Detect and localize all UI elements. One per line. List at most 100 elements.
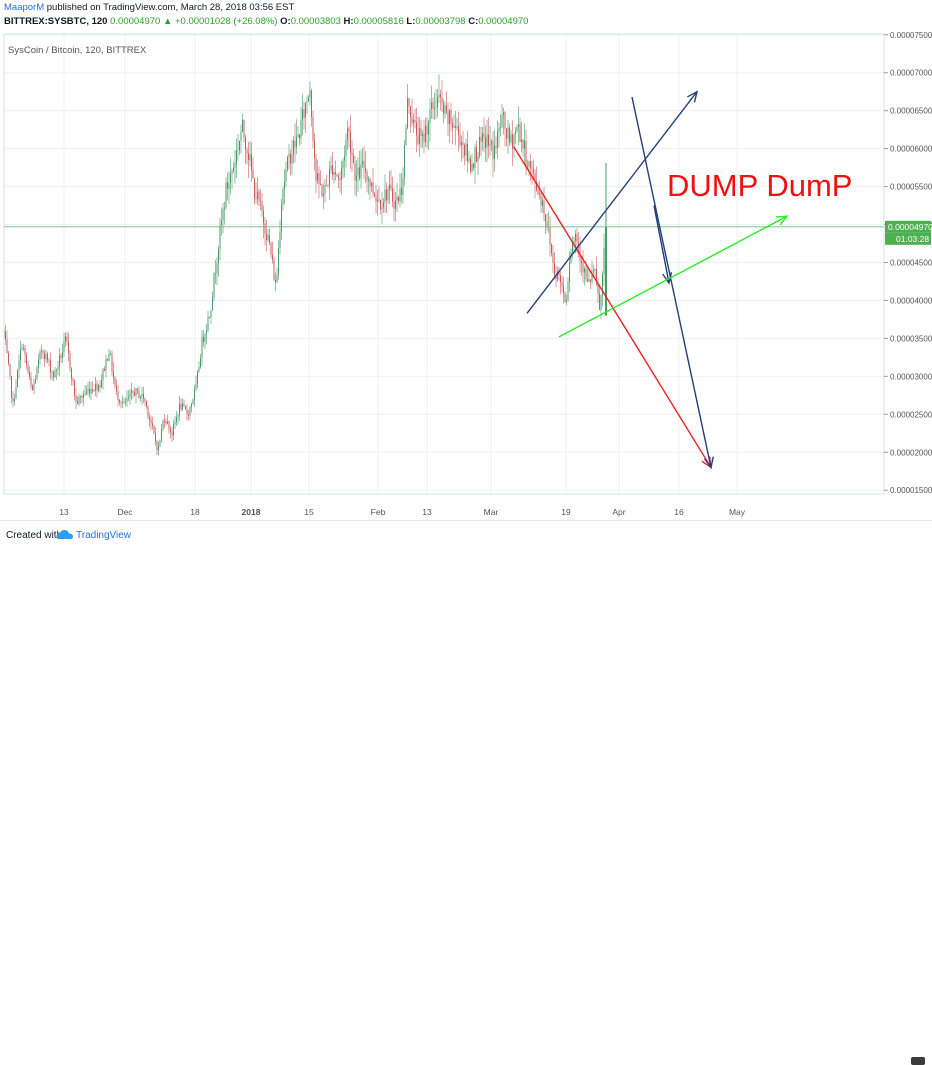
candle-body (87, 388, 89, 391)
candle-body (201, 336, 203, 359)
candle-body (296, 136, 297, 148)
author-link[interactable]: MaaporM (4, 2, 45, 13)
candle-body (240, 131, 242, 141)
candle-body (206, 330, 207, 335)
price-axis[interactable]: 0.00001500 0.00002000 0.00002500 0.00003000… (884, 31, 932, 495)
candle-body (314, 140, 315, 159)
candle-body (21, 347, 23, 350)
red-trend-arrow[interactable] (513, 146, 712, 468)
candle-body (569, 262, 570, 282)
candle-body (362, 160, 363, 165)
tradingview-brand[interactable]: TradingView (76, 530, 132, 541)
candle-body (194, 389, 195, 400)
candle-body (297, 134, 299, 137)
price-chart[interactable]: SysCoin / Bitcoin, 120, BITTREX DUMP Dum… (0, 0, 932, 520)
green-trend-arrow[interactable] (558, 215, 788, 338)
plot-frame (3, 33, 885, 495)
candle-body (545, 214, 546, 222)
candle-body (291, 154, 293, 164)
candle-body (585, 268, 587, 279)
candle-body (494, 146, 495, 160)
candle-body (302, 109, 303, 120)
candle-body (443, 103, 444, 114)
candle-body (522, 139, 524, 149)
candle-body (9, 363, 11, 377)
candle-body (365, 167, 366, 172)
candles-layer (4, 74, 607, 456)
candle-body (29, 371, 30, 377)
y-tick-label: 0.00004500 (890, 258, 932, 267)
candle-body (567, 281, 569, 302)
candle-body (212, 297, 213, 311)
candle-body (8, 353, 9, 364)
candle-body (450, 110, 452, 124)
candle-body (279, 231, 281, 249)
candle-body (36, 367, 38, 380)
x-tick-label: Feb (371, 507, 386, 517)
candle-body (564, 292, 566, 302)
navy-up-arrow[interactable] (526, 91, 698, 314)
candle-body (342, 160, 344, 168)
candle-body (222, 208, 224, 221)
low-value: 0.00003798 (415, 16, 466, 27)
candle-body (135, 388, 137, 396)
candle-body (539, 193, 540, 195)
last-candle-body (605, 226, 607, 316)
candle-body (423, 133, 425, 143)
candle-body (353, 155, 354, 164)
candle-body (114, 377, 116, 386)
candle-body (11, 376, 12, 398)
candle-body (387, 189, 389, 201)
candle-body (230, 173, 231, 183)
candle-body (590, 279, 591, 282)
candle-body (66, 336, 68, 342)
candle-body (324, 185, 326, 194)
candle-body (86, 390, 87, 394)
candle-body (111, 353, 113, 372)
candle-body (167, 421, 168, 424)
dump-annotation: DUMP DumP (667, 168, 852, 203)
scroll-handle[interactable] (911, 1057, 925, 1065)
candle-body (446, 105, 447, 112)
candle-body (555, 275, 557, 280)
candle-body (285, 169, 287, 182)
candle-body (593, 270, 594, 272)
candle-body (150, 419, 152, 424)
chart-grid (4, 34, 884, 494)
x-tick-label: 15 (304, 507, 314, 517)
navy-cross-arrow[interactable] (653, 205, 670, 284)
candle-body (173, 424, 174, 436)
candle-body (15, 387, 17, 399)
candle-body (371, 182, 372, 187)
candle-body (81, 396, 83, 398)
candle-body (51, 372, 53, 373)
candle-body (312, 116, 314, 141)
candle-body (476, 147, 477, 162)
candle-body (176, 417, 177, 423)
candle-body (77, 401, 78, 404)
time-axis[interactable]: 13 Dec 18 2018 15 Feb 13 Mar 19 Apr 16 May (59, 507, 746, 517)
candle-body (554, 262, 555, 276)
candle-body (17, 370, 18, 388)
drawings-layer[interactable] (513, 90, 789, 470)
candle-body (305, 102, 306, 118)
candle-body (128, 397, 129, 399)
candle-body (38, 359, 39, 368)
candle-body (350, 131, 351, 153)
navy-cross-arrow-head (662, 272, 673, 285)
candle-body (500, 127, 501, 129)
candle-body (180, 403, 182, 410)
candle-body (488, 134, 489, 146)
candle-body (573, 240, 575, 244)
open-value: 0.00003803 (290, 16, 341, 27)
candle-body (242, 119, 243, 132)
candle-body (534, 172, 536, 182)
navy-down-arrow[interactable] (631, 96, 712, 468)
candle-body (147, 406, 149, 417)
candle-body (45, 354, 47, 360)
candle-body (566, 301, 567, 302)
candle-body (20, 349, 21, 361)
y-tick-label: 0.00001500 (890, 486, 932, 495)
publish-line: MaaporM published on TradingView.com, Ma… (4, 2, 294, 13)
candle-body (470, 158, 471, 172)
